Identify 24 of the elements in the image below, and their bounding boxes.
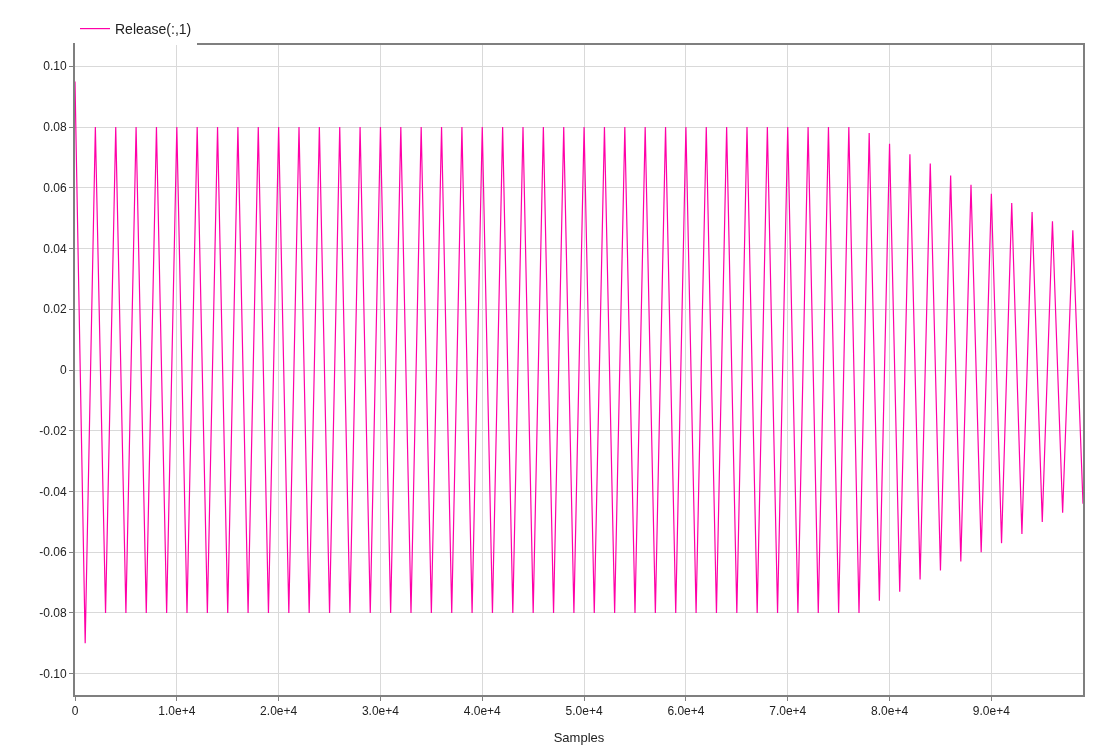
y-tick-label: 0.10 <box>43 59 67 74</box>
y-tick-label: -0.10 <box>39 666 67 681</box>
x-tick-label: 2.0e+4 <box>260 704 298 719</box>
x-tick-label: 9.0e+4 <box>972 704 1011 719</box>
y-tick-label: -0.02 <box>39 423 67 438</box>
y-tick-label: -0.08 <box>39 606 67 621</box>
x-tick-label: 8.0e+4 <box>871 704 909 719</box>
y-tick-label: 0.04 <box>43 241 67 256</box>
y-tick-label: -0.06 <box>39 545 67 560</box>
x-tick-label: 6.0e+4 <box>667 704 705 719</box>
y-tick-label: 0.02 <box>43 302 67 317</box>
legend-label: Release(:,1) <box>115 21 192 38</box>
y-tick-label: 0.06 <box>43 180 67 195</box>
x-tick-label: 1.0e+4 <box>158 704 196 719</box>
y-tick-label: 0.08 <box>43 120 67 135</box>
y-tick-label: 0 <box>59 363 67 378</box>
x-tick-label: 0 <box>71 704 79 719</box>
x-tick-label: 5.0e+4 <box>565 704 603 719</box>
x-tick-label: 4.0e+4 <box>463 704 502 719</box>
x-tick-label: 7.0e+4 <box>769 704 807 719</box>
line-series <box>75 80 1083 644</box>
x-tick-label: 3.0e+4 <box>361 704 400 719</box>
y-tick-label: -0.04 <box>39 484 67 499</box>
x-axis-title: Samples <box>553 729 605 745</box>
